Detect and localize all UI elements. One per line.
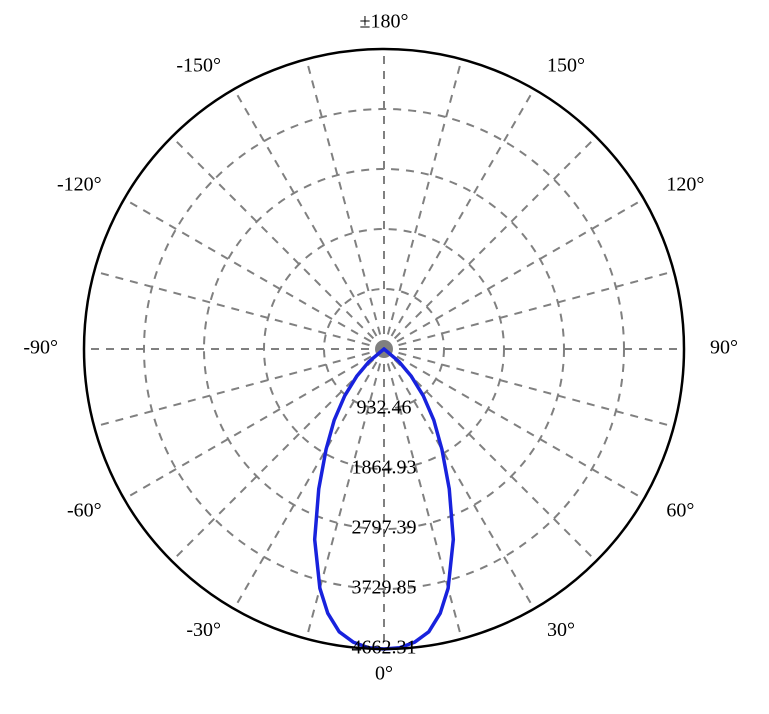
radial-label: 1864.93 (352, 457, 417, 479)
angle-label: -150° (176, 54, 221, 76)
radial-label: 932.46 (357, 397, 412, 419)
angle-label: -120° (57, 174, 102, 196)
angle-label: 120° (666, 174, 704, 196)
radial-label: 3729.85 (352, 577, 417, 599)
angle-label: 0° (375, 663, 393, 685)
polar-chart: 932.46 1864.93 2797.39 3729.85 4662.31 ±180° 1… (0, 0, 769, 714)
angle-label: 60° (666, 500, 694, 522)
angle-label: ±180° (360, 11, 409, 33)
angle-label: 150° (547, 54, 585, 76)
angle-label: 30° (547, 619, 575, 641)
angle-label: 90° (710, 337, 738, 359)
angle-label: -90° (23, 337, 58, 359)
angle-label: -60° (67, 500, 102, 522)
radial-label: 4662.31 (352, 637, 417, 659)
angle-label: -30° (186, 619, 221, 641)
radial-label: 2797.39 (352, 517, 417, 539)
